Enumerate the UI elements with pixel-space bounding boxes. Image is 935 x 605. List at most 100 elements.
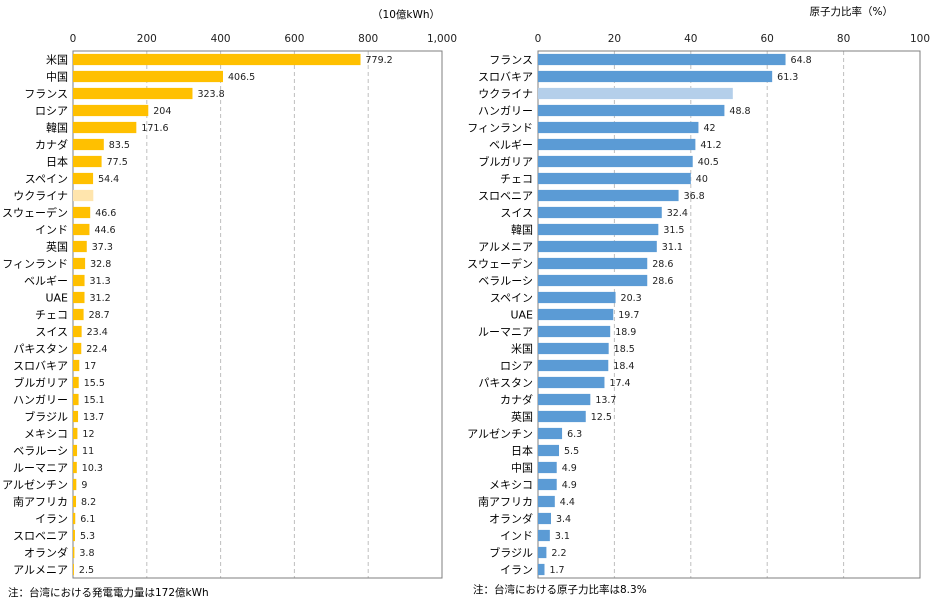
right-category-label: ハンガリー <box>478 105 533 118</box>
right-category-label: アルメニア <box>478 241 533 254</box>
left-value-label: 5.3 <box>80 531 95 542</box>
left-value-label: 9 <box>81 480 87 491</box>
left-value-label: 22.4 <box>86 344 107 355</box>
right-category-label: ブルガリア <box>478 155 533 169</box>
left-bar <box>73 53 361 66</box>
right-value-label: 18.5 <box>614 344 635 355</box>
right-value-label: 3.4 <box>556 514 571 525</box>
left-category-label: UAE <box>45 292 68 305</box>
right-value-label: 12.5 <box>591 412 612 423</box>
right-x-tick-label: 80 <box>837 33 850 45</box>
left-category-label: スイス <box>35 326 68 339</box>
right-category-label: 韓国 <box>511 224 533 237</box>
right-category-label: ウクライナ <box>478 88 533 101</box>
right-bar <box>538 393 591 406</box>
left-value-label: 11 <box>82 446 94 457</box>
left-category-label: スロベニア <box>13 530 68 543</box>
left-category-label: インド <box>35 224 68 237</box>
left-bar <box>73 172 94 185</box>
right-category-label: メキシコ <box>489 479 533 492</box>
left-chart-generation: 0 200 400 600 800 1,000 （10億kWh） 米国 779.2 中国 406.5… <box>2 8 457 599</box>
right-value-label: 1.7 <box>549 565 564 576</box>
left-category-label: チェコ <box>35 309 68 322</box>
left-category-label: 中国 <box>46 71 68 84</box>
right-category-label: ルーマニア <box>478 326 533 339</box>
right-value-label: 36.8 <box>684 191 705 202</box>
right-bar <box>538 359 609 372</box>
left-category-label: カナダ <box>35 138 68 152</box>
left-value-label: 44.6 <box>94 225 115 236</box>
right-footnote: 注：台湾における原子力比率は8.3% <box>473 583 647 596</box>
left-value-label: 779.2 <box>366 55 393 66</box>
right-value-label: 31.5 <box>663 225 684 236</box>
right-value-label: 3.1 <box>555 531 570 542</box>
left-value-label: 83.5 <box>109 140 130 151</box>
right-bar <box>538 342 609 355</box>
right-bar <box>538 70 773 83</box>
right-value-label: 48.8 <box>729 106 750 117</box>
right-category-label: パキスタン <box>478 377 533 390</box>
left-bar <box>73 155 102 168</box>
left-bar <box>73 121 137 134</box>
right-value-label: 18.4 <box>613 361 634 372</box>
left-bar <box>73 138 104 151</box>
left-value-label: 46.6 <box>95 208 116 219</box>
right-value-label: 4.9 <box>562 480 577 491</box>
right-category-label: カナダ <box>500 393 533 407</box>
left-value-label: 3.8 <box>79 548 94 559</box>
right-x-tick-label: 100 <box>910 33 930 45</box>
right-x-tick-label: 0 <box>535 33 542 45</box>
left-bar <box>73 189 94 202</box>
right-value-label: 64.8 <box>791 55 812 66</box>
right-bar <box>538 87 733 100</box>
left-value-label: 32.8 <box>90 259 111 270</box>
left-x-tick-label: 800 <box>358 33 378 45</box>
right-value-label: 40.5 <box>698 157 719 168</box>
left-value-label: 323.8 <box>197 89 224 100</box>
right-bar <box>538 376 605 389</box>
right-value-label: 31.1 <box>662 242 683 253</box>
right-bar <box>538 257 648 270</box>
right-bar <box>538 189 679 202</box>
left-x-tick-label: 1,000 <box>427 33 457 45</box>
left-x-tick-label: 0 <box>70 33 77 45</box>
right-category-label: フランス <box>489 54 533 67</box>
right-bar <box>538 223 659 236</box>
right-value-label: 19.7 <box>618 310 639 321</box>
right-value-label: 32.4 <box>667 208 688 219</box>
right-bar <box>538 546 547 559</box>
left-bar <box>73 223 90 236</box>
left-bar <box>73 291 85 304</box>
right-bar <box>538 461 557 474</box>
right-bar <box>538 410 586 423</box>
right-category-label: スロバキア <box>478 71 533 84</box>
right-x-tick-label: 20 <box>608 33 621 45</box>
left-category-label: スロバキア <box>13 360 68 373</box>
left-bar <box>73 206 91 219</box>
right-category-label: ベルギー <box>489 139 533 152</box>
right-bar <box>538 240 657 253</box>
right-value-label: 2.2 <box>551 548 566 559</box>
right-category-label: チェコ <box>500 173 533 186</box>
left-value-label: 204 <box>153 106 171 117</box>
left-x-tick-label: 600 <box>284 33 304 45</box>
left-value-label: 31.3 <box>90 276 111 287</box>
left-bar <box>73 478 77 491</box>
right-bar <box>538 104 725 117</box>
left-x-tick-label: 400 <box>211 33 231 45</box>
left-category-label: イラン <box>35 513 68 526</box>
left-bar <box>73 495 77 508</box>
left-bar <box>73 257 86 270</box>
left-value-label: 37.3 <box>92 242 113 253</box>
left-category-label: 米国 <box>46 54 68 67</box>
right-category-label: オランダ <box>489 512 533 526</box>
left-value-label: 12 <box>82 429 94 440</box>
right-category-label: イラン <box>500 564 533 577</box>
right-value-label: 4.9 <box>562 463 577 474</box>
right-category-label: 日本 <box>511 444 533 458</box>
left-bar <box>73 359 80 372</box>
left-bar <box>73 240 87 253</box>
left-value-label: 77.5 <box>107 157 128 168</box>
right-value-label: 20.3 <box>621 293 642 304</box>
